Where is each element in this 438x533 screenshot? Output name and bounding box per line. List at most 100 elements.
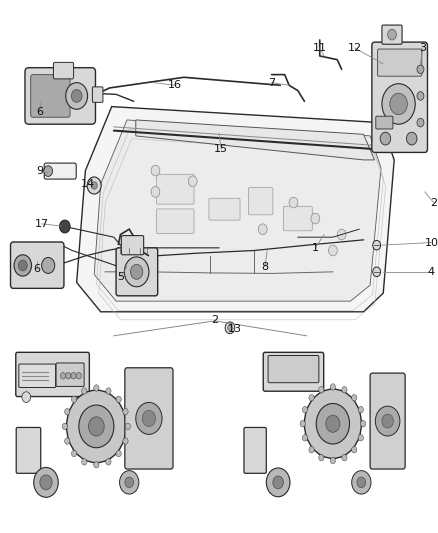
Circle shape	[326, 415, 340, 432]
Text: 6: 6	[34, 264, 41, 274]
Circle shape	[44, 166, 53, 176]
Circle shape	[67, 390, 126, 463]
Circle shape	[66, 83, 88, 109]
Circle shape	[309, 447, 314, 453]
Text: 17: 17	[35, 219, 49, 229]
Circle shape	[94, 462, 99, 468]
FancyBboxPatch shape	[283, 206, 312, 231]
Circle shape	[382, 84, 415, 124]
Text: 10: 10	[424, 238, 438, 247]
FancyBboxPatch shape	[116, 248, 158, 296]
Text: 8: 8	[261, 262, 268, 271]
Circle shape	[417, 92, 424, 100]
Circle shape	[417, 118, 424, 127]
Circle shape	[124, 257, 149, 287]
Text: 2: 2	[430, 198, 437, 207]
Circle shape	[81, 387, 87, 394]
Text: 9: 9	[36, 166, 43, 175]
Circle shape	[125, 423, 131, 430]
FancyBboxPatch shape	[376, 116, 393, 129]
FancyBboxPatch shape	[44, 163, 76, 179]
Circle shape	[81, 459, 87, 465]
Circle shape	[94, 385, 99, 391]
FancyBboxPatch shape	[11, 242, 64, 288]
FancyBboxPatch shape	[378, 49, 422, 76]
FancyBboxPatch shape	[125, 368, 173, 469]
Circle shape	[316, 403, 350, 444]
Circle shape	[289, 197, 298, 208]
Circle shape	[266, 468, 290, 497]
Text: 6: 6	[36, 107, 43, 117]
FancyBboxPatch shape	[209, 198, 240, 220]
Polygon shape	[77, 107, 394, 312]
FancyBboxPatch shape	[53, 62, 74, 79]
Circle shape	[14, 255, 32, 276]
Text: 15: 15	[214, 144, 228, 154]
Circle shape	[225, 322, 235, 334]
Text: 11: 11	[313, 43, 327, 53]
Circle shape	[302, 434, 307, 441]
Circle shape	[71, 90, 82, 102]
Circle shape	[116, 450, 121, 457]
Circle shape	[71, 450, 77, 457]
Circle shape	[352, 471, 371, 494]
Circle shape	[358, 407, 364, 413]
Circle shape	[62, 423, 67, 430]
Circle shape	[390, 93, 407, 115]
FancyBboxPatch shape	[244, 427, 266, 473]
Circle shape	[123, 438, 128, 445]
Circle shape	[309, 394, 314, 401]
Text: 7: 7	[268, 78, 275, 87]
Circle shape	[60, 220, 70, 233]
Circle shape	[302, 407, 307, 413]
Circle shape	[64, 438, 70, 445]
Circle shape	[273, 476, 283, 489]
FancyBboxPatch shape	[16, 352, 89, 397]
FancyBboxPatch shape	[372, 42, 427, 152]
Circle shape	[330, 457, 336, 464]
Text: 14: 14	[81, 179, 95, 189]
Text: 12: 12	[348, 43, 362, 53]
FancyBboxPatch shape	[382, 25, 402, 44]
Circle shape	[120, 471, 139, 494]
Circle shape	[71, 373, 76, 379]
Circle shape	[66, 373, 71, 379]
Circle shape	[76, 373, 81, 379]
Text: 5: 5	[117, 272, 124, 282]
Circle shape	[373, 240, 381, 250]
Circle shape	[42, 257, 55, 273]
Circle shape	[330, 384, 336, 390]
Circle shape	[151, 165, 160, 176]
Circle shape	[34, 467, 58, 497]
Circle shape	[304, 389, 361, 458]
FancyBboxPatch shape	[248, 188, 273, 215]
Circle shape	[106, 387, 111, 394]
Circle shape	[106, 459, 111, 465]
Polygon shape	[94, 120, 381, 301]
FancyBboxPatch shape	[156, 174, 194, 204]
Circle shape	[352, 447, 357, 453]
Circle shape	[22, 392, 31, 402]
Circle shape	[373, 267, 381, 277]
Circle shape	[91, 182, 97, 189]
Circle shape	[375, 406, 400, 436]
Circle shape	[88, 417, 104, 436]
Text: 2: 2	[211, 315, 218, 325]
Circle shape	[311, 213, 320, 224]
FancyBboxPatch shape	[56, 363, 84, 386]
Circle shape	[71, 396, 77, 402]
Circle shape	[151, 187, 160, 197]
Circle shape	[406, 132, 417, 145]
Circle shape	[131, 264, 143, 279]
Circle shape	[328, 245, 337, 256]
Circle shape	[342, 455, 347, 461]
FancyBboxPatch shape	[370, 373, 405, 469]
FancyBboxPatch shape	[156, 209, 194, 233]
Text: 16: 16	[168, 80, 182, 90]
Circle shape	[319, 455, 324, 461]
FancyBboxPatch shape	[31, 75, 70, 117]
Circle shape	[40, 475, 52, 490]
Circle shape	[300, 421, 305, 427]
Circle shape	[125, 477, 134, 488]
Circle shape	[18, 260, 27, 271]
